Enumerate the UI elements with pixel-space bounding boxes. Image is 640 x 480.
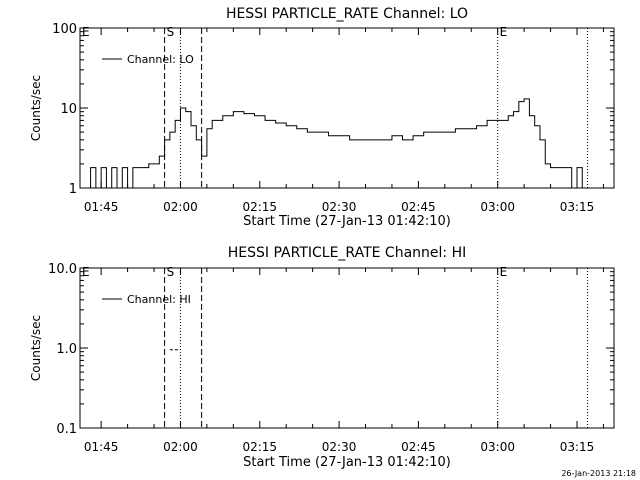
y-tick-label: 100 [52, 22, 77, 37]
x-tick-label: 02:30 [322, 440, 357, 454]
x-tick-label: 02:15 [242, 440, 277, 454]
event-marker-label: E [82, 265, 90, 279]
y-tick-label: 0.1 [56, 422, 77, 437]
x-tick-label: 03:00 [480, 440, 515, 454]
x-tick-label: 02:45 [401, 200, 436, 214]
y-axis-label: Counts/sec [29, 75, 43, 141]
chart-panel-1: HESSI PARTICLE_RATE Channel: LO 01:45 02:0… [29, 6, 615, 229]
data-series-line [85, 98, 593, 189]
event-marker-label: E [500, 265, 508, 279]
chart-panel-2: HESSI PARTICLE_RATE Channel: HI 01:45 02:0… [29, 245, 615, 470]
x-tick-label: 02:30 [322, 200, 357, 214]
plot-frame [79, 27, 615, 189]
plot-frame [79, 267, 615, 429]
footer-timestamp: 26-Jan-2013 21:18 [561, 469, 636, 478]
chart-title: HESSI PARTICLE_RATE Channel: HI [228, 245, 466, 261]
chart-title: HESSI PARTICLE_RATE Channel: LO [226, 6, 468, 22]
legend-entry: Channel: LO [127, 53, 194, 66]
y-axis-label: Counts/sec [29, 315, 43, 381]
x-tick-label: 02:15 [242, 200, 277, 214]
x-tick-label: 01:45 [84, 440, 119, 454]
y-tick-label: 10 [60, 102, 77, 117]
legend-entry: Channel: HI [127, 293, 191, 306]
x-axis-label: Start Time (27-Jan-13 01:42:10) [243, 214, 451, 229]
x-tick-label: 03:15 [560, 440, 595, 454]
x-tick-label: 01:45 [84, 200, 119, 214]
event-marker-label: S [167, 265, 175, 279]
x-tick-label: 02:45 [401, 440, 436, 454]
x-tick-label: 02:00 [163, 440, 198, 454]
event-marker-label: S [167, 25, 175, 39]
x-axis-label: Start Time (27-Jan-13 01:42:10) [243, 455, 451, 470]
event-marker-label: E [82, 25, 90, 39]
y-tick-label: 10.0 [48, 262, 77, 277]
event-marker-label: E [500, 25, 508, 39]
y-tick-label: 1 [69, 182, 77, 197]
x-tick-label: 03:15 [560, 200, 595, 214]
x-tick-label: 03:00 [480, 200, 515, 214]
x-tick-label: 02:00 [163, 200, 198, 214]
y-tick-label: 1.0 [56, 342, 77, 357]
